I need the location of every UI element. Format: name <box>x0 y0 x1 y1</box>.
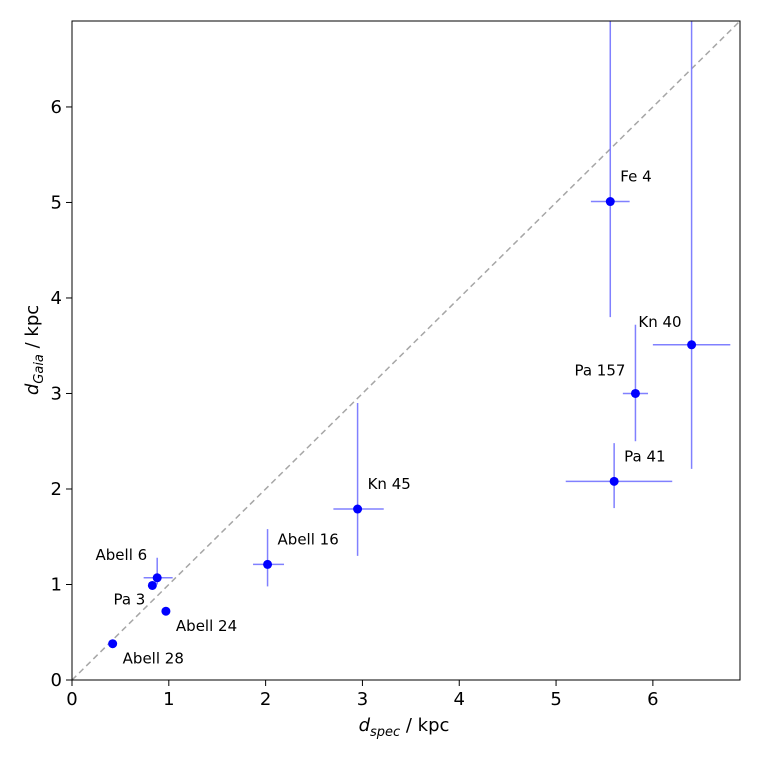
reference-line-y-equals-x <box>72 21 740 680</box>
x-tick-label: 4 <box>454 689 465 710</box>
y-tick-label: 6 <box>51 97 62 118</box>
point-label: Abell 6 <box>96 546 148 564</box>
x-tick-label: 2 <box>260 689 271 710</box>
point-label: Fe 4 <box>620 168 651 186</box>
data-point <box>108 639 118 649</box>
point-label: Kn 40 <box>638 313 681 331</box>
y-tick-label: 3 <box>51 383 62 404</box>
x-axis-ticks: 0 1 2 3 4 5 6 <box>66 680 659 710</box>
y-tick-label: 4 <box>51 288 62 309</box>
y-axis-label: dGaia / kpc <box>22 305 47 395</box>
data-point <box>353 504 363 514</box>
point-label: Abell 28 <box>123 650 184 668</box>
data-point <box>263 559 273 569</box>
errorbars-group <box>143 21 731 587</box>
point-label: Kn 45 <box>368 475 411 493</box>
x-axis-label: dspec / kpc <box>359 715 450 740</box>
x-tick-label: 0 <box>66 689 77 710</box>
point-label: Abell 24 <box>176 617 237 635</box>
y-tick-label: 1 <box>51 574 62 595</box>
y-tick-label: 0 <box>51 670 62 691</box>
data-point <box>630 388 640 398</box>
data-point <box>687 340 697 350</box>
point-labels-group: Abell 28 Pa 3 Abell 6 Abell 24 Abell 16 Kn 45… <box>96 168 682 668</box>
y-tick-label: 5 <box>51 192 62 213</box>
y-axis-ticks: 0 1 2 3 4 5 6 <box>51 97 72 691</box>
points-group <box>108 197 697 649</box>
point-label: Abell 16 <box>278 530 339 548</box>
data-point <box>147 580 157 590</box>
data-point <box>609 476 619 486</box>
point-label: Pa 3 <box>113 590 145 608</box>
point-label: Pa 157 <box>574 361 625 379</box>
data-point <box>605 197 615 207</box>
data-point <box>161 606 171 616</box>
data-point <box>152 573 162 583</box>
y-tick-label: 2 <box>51 479 62 500</box>
plot-frame <box>71 20 741 681</box>
plot-area <box>72 21 740 680</box>
point-label: Pa 41 <box>624 447 665 465</box>
x-tick-label: 1 <box>163 689 174 710</box>
x-tick-label: 6 <box>647 689 658 710</box>
x-tick-label: 3 <box>357 689 368 710</box>
x-tick-label: 5 <box>550 689 561 710</box>
